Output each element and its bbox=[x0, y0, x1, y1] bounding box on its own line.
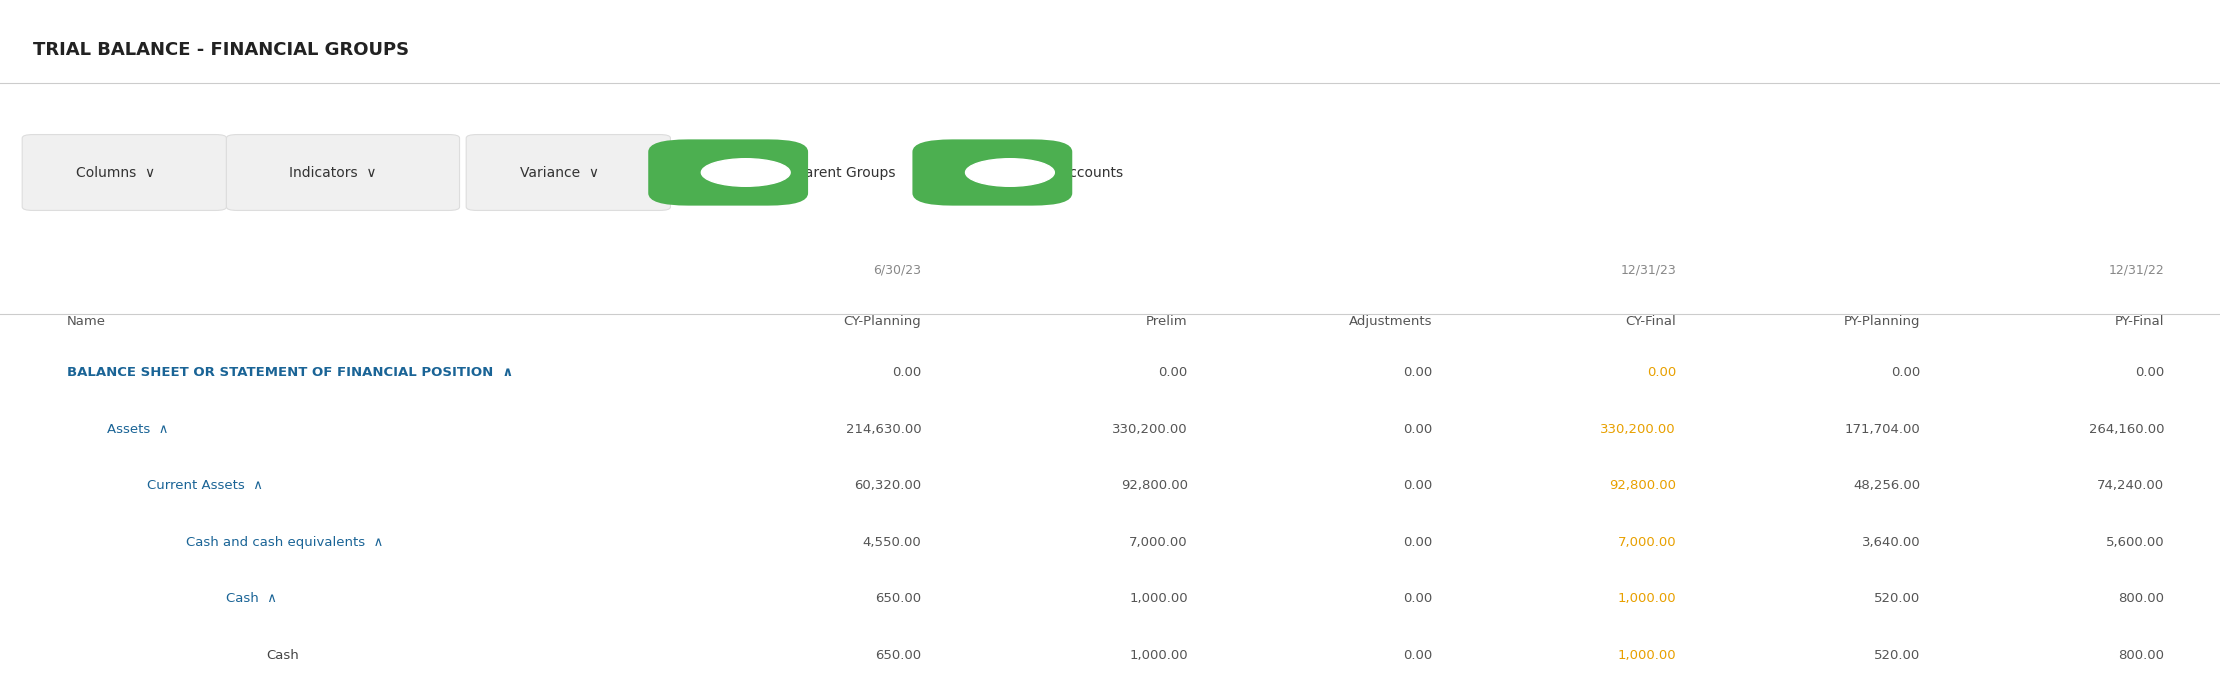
Text: 1,000.00: 1,000.00 bbox=[1130, 593, 1188, 605]
Text: 650.00: 650.00 bbox=[875, 593, 921, 605]
Text: 1,000.00: 1,000.00 bbox=[1618, 649, 1676, 662]
Text: Adjustments: Adjustments bbox=[1348, 315, 1432, 328]
Text: 1,000.00: 1,000.00 bbox=[1130, 649, 1188, 662]
FancyBboxPatch shape bbox=[648, 139, 808, 206]
Text: 7,000.00: 7,000.00 bbox=[1618, 536, 1676, 549]
Text: CY-Planning: CY-Planning bbox=[844, 315, 921, 328]
Text: 60,320.00: 60,320.00 bbox=[855, 480, 921, 492]
Text: Columns  ∨: Columns ∨ bbox=[75, 166, 155, 179]
Text: 0.00: 0.00 bbox=[2136, 366, 2164, 379]
Text: 3,640.00: 3,640.00 bbox=[1863, 536, 1920, 549]
Text: 1,000.00: 1,000.00 bbox=[1618, 593, 1676, 605]
Text: Variance  ∨: Variance ∨ bbox=[519, 166, 599, 179]
Text: 92,800.00: 92,800.00 bbox=[1121, 480, 1188, 492]
Text: Accounts: Accounts bbox=[1061, 166, 1123, 179]
Text: 800.00: 800.00 bbox=[2118, 593, 2164, 605]
Text: 0.00: 0.00 bbox=[1403, 366, 1432, 379]
Text: Assets  ∧: Assets ∧ bbox=[107, 423, 169, 435]
Text: BALANCE SHEET OR STATEMENT OF FINANCIAL POSITION  ∧: BALANCE SHEET OR STATEMENT OF FINANCIAL … bbox=[67, 366, 513, 379]
Text: 0.00: 0.00 bbox=[1891, 366, 1920, 379]
Text: 0.00: 0.00 bbox=[1159, 366, 1188, 379]
Text: 171,704.00: 171,704.00 bbox=[1845, 423, 1920, 435]
Text: Name: Name bbox=[67, 315, 107, 328]
Text: 6/30/23: 6/30/23 bbox=[872, 263, 921, 276]
Text: 7,000.00: 7,000.00 bbox=[1130, 536, 1188, 549]
Text: 74,240.00: 74,240.00 bbox=[2098, 480, 2164, 492]
Text: 520.00: 520.00 bbox=[1874, 649, 1920, 662]
Text: Indicators  ∨: Indicators ∨ bbox=[289, 166, 375, 179]
Text: CY-Final: CY-Final bbox=[1625, 315, 1676, 328]
FancyBboxPatch shape bbox=[226, 135, 460, 210]
Text: 12/31/23: 12/31/23 bbox=[1621, 263, 1676, 276]
Text: 0.00: 0.00 bbox=[1403, 480, 1432, 492]
Text: 12/31/22: 12/31/22 bbox=[2109, 263, 2164, 276]
Text: 0.00: 0.00 bbox=[892, 366, 921, 379]
FancyBboxPatch shape bbox=[466, 135, 670, 210]
Text: Cash  ∧: Cash ∧ bbox=[226, 593, 278, 605]
Text: Prelim: Prelim bbox=[1146, 315, 1188, 328]
Text: 0.00: 0.00 bbox=[1403, 649, 1432, 662]
Text: 48,256.00: 48,256.00 bbox=[1854, 480, 1920, 492]
Text: 92,800.00: 92,800.00 bbox=[1610, 480, 1676, 492]
Circle shape bbox=[966, 159, 1054, 186]
Text: 4,550.00: 4,550.00 bbox=[864, 536, 921, 549]
Text: 0.00: 0.00 bbox=[1403, 593, 1432, 605]
Text: TRIAL BALANCE - FINANCIAL GROUPS: TRIAL BALANCE - FINANCIAL GROUPS bbox=[33, 41, 408, 59]
Text: 520.00: 520.00 bbox=[1874, 593, 1920, 605]
Text: 0.00: 0.00 bbox=[1403, 423, 1432, 435]
Text: 0.00: 0.00 bbox=[1403, 536, 1432, 549]
Text: Parent Groups: Parent Groups bbox=[797, 166, 895, 179]
Text: 214,630.00: 214,630.00 bbox=[846, 423, 921, 435]
FancyBboxPatch shape bbox=[22, 135, 226, 210]
Text: 264,160.00: 264,160.00 bbox=[2089, 423, 2164, 435]
Text: Cash: Cash bbox=[266, 649, 300, 662]
Text: 330,200.00: 330,200.00 bbox=[1601, 423, 1676, 435]
Text: 0.00: 0.00 bbox=[1647, 366, 1676, 379]
Text: Current Assets  ∧: Current Assets ∧ bbox=[147, 480, 262, 492]
Text: 5,600.00: 5,600.00 bbox=[2107, 536, 2164, 549]
Text: 330,200.00: 330,200.00 bbox=[1112, 423, 1188, 435]
Text: PY-Final: PY-Final bbox=[2116, 315, 2164, 328]
Text: Cash and cash equivalents  ∧: Cash and cash equivalents ∧ bbox=[186, 536, 384, 549]
FancyBboxPatch shape bbox=[912, 139, 1072, 206]
Text: 650.00: 650.00 bbox=[875, 649, 921, 662]
Circle shape bbox=[702, 159, 790, 186]
Text: PY-Planning: PY-Planning bbox=[1845, 315, 1920, 328]
Text: 800.00: 800.00 bbox=[2118, 649, 2164, 662]
